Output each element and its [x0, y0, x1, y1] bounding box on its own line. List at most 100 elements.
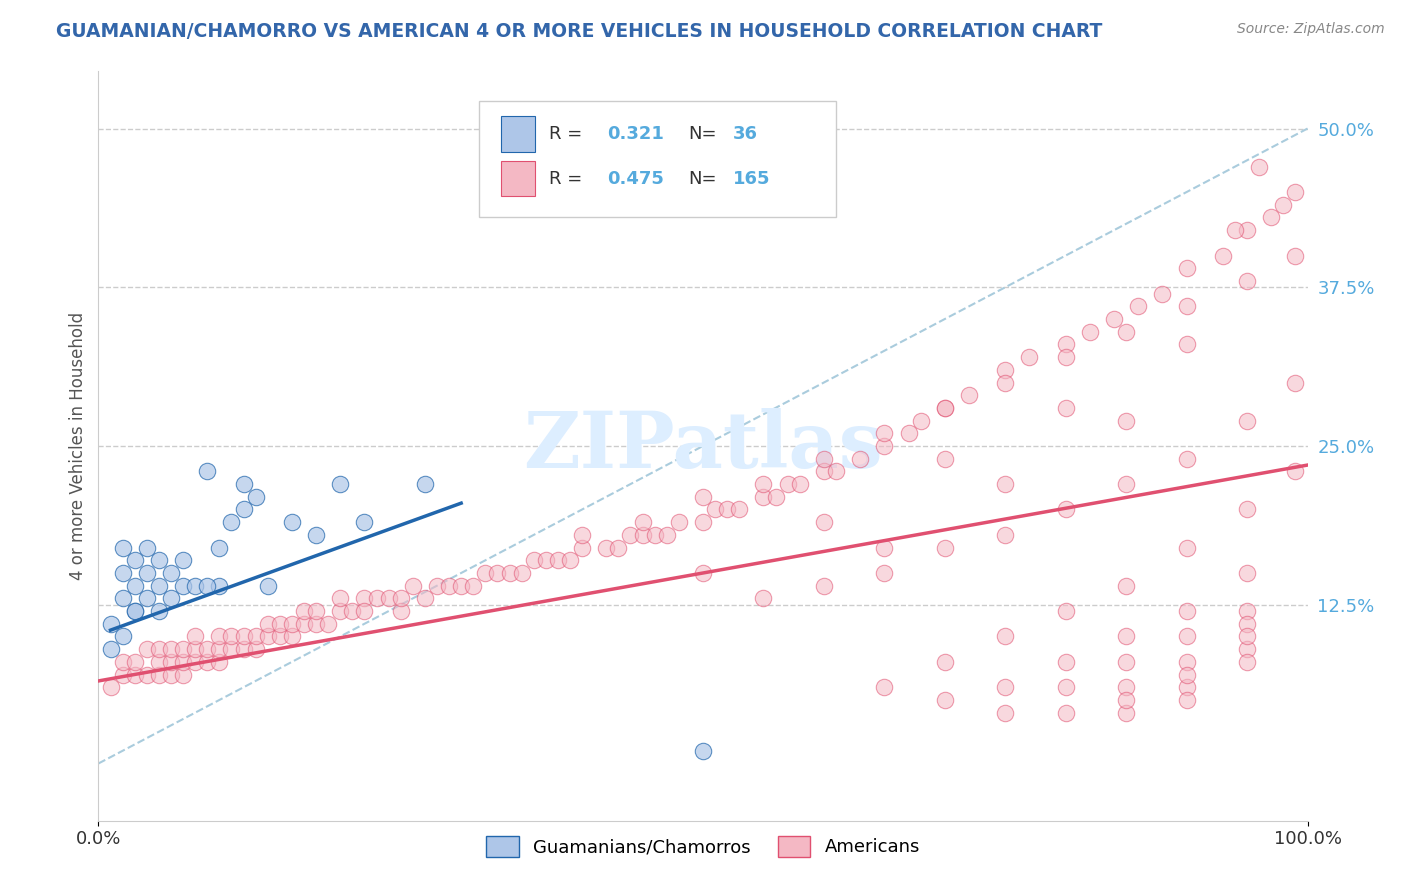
Point	[873, 541, 896, 555]
Point	[547, 553, 569, 567]
Point	[316, 616, 339, 631]
Point	[402, 579, 425, 593]
Point	[1054, 350, 1077, 364]
Y-axis label: 4 or more Vehicles in Household: 4 or more Vehicles in Household	[69, 312, 87, 580]
Text: R =: R =	[550, 125, 582, 143]
Point	[281, 515, 304, 529]
Point	[124, 553, 146, 567]
Point	[111, 655, 134, 669]
Point	[1236, 414, 1258, 428]
Point	[342, 604, 364, 618]
Point	[1102, 312, 1125, 326]
Point	[1223, 223, 1246, 237]
Point	[1152, 286, 1174, 301]
Point	[305, 604, 328, 618]
FancyBboxPatch shape	[479, 102, 837, 218]
Point	[486, 566, 509, 580]
Point	[256, 579, 278, 593]
Text: N=: N=	[689, 125, 717, 143]
Point	[329, 477, 352, 491]
Point	[934, 401, 956, 415]
Point	[897, 426, 920, 441]
Point	[124, 604, 146, 618]
Point	[1054, 337, 1077, 351]
Point	[160, 591, 183, 606]
Point	[135, 566, 157, 580]
Point	[873, 566, 896, 580]
Point	[994, 477, 1017, 491]
Point	[716, 502, 738, 516]
Point	[994, 376, 1017, 390]
Point	[232, 502, 254, 516]
Point	[208, 579, 231, 593]
Point	[100, 642, 122, 657]
Point	[111, 630, 134, 644]
Point	[184, 655, 207, 669]
Point	[148, 579, 170, 593]
Point	[1175, 604, 1198, 618]
Point	[124, 579, 146, 593]
Point	[292, 616, 315, 631]
Point	[994, 681, 1017, 695]
Point	[1054, 401, 1077, 415]
Point	[124, 604, 146, 618]
Point	[534, 553, 557, 567]
Point	[934, 451, 956, 466]
Point	[1115, 681, 1137, 695]
Point	[148, 604, 170, 618]
Point	[148, 553, 170, 567]
Point	[160, 642, 183, 657]
Point	[1175, 299, 1198, 313]
Point	[934, 401, 956, 415]
Text: Source: ZipAtlas.com: Source: ZipAtlas.com	[1237, 22, 1385, 37]
Point	[595, 541, 617, 555]
Point	[135, 591, 157, 606]
Point	[873, 426, 896, 441]
Point	[353, 515, 375, 529]
Point	[631, 528, 654, 542]
Point	[1115, 477, 1137, 491]
Point	[221, 515, 243, 529]
Point	[1212, 248, 1234, 262]
Text: N=: N=	[689, 169, 717, 187]
Text: GUAMANIAN/CHAMORRO VS AMERICAN 4 OR MORE VEHICLES IN HOUSEHOLD CORRELATION CHART: GUAMANIAN/CHAMORRO VS AMERICAN 4 OR MORE…	[56, 22, 1102, 41]
Point	[523, 553, 546, 567]
Point	[1128, 299, 1150, 313]
Point	[1175, 541, 1198, 555]
Point	[1054, 681, 1077, 695]
Point	[1115, 693, 1137, 707]
Point	[1260, 211, 1282, 225]
Point	[934, 655, 956, 669]
Point	[776, 477, 799, 491]
Point	[195, 579, 218, 593]
Point	[994, 528, 1017, 542]
Point	[1272, 197, 1295, 211]
Point	[873, 439, 896, 453]
Point	[232, 630, 254, 644]
Point	[1249, 160, 1271, 174]
Point	[474, 566, 496, 580]
Point	[195, 655, 218, 669]
Point	[1236, 502, 1258, 516]
Point	[510, 566, 533, 580]
Point	[353, 591, 375, 606]
Point	[1236, 616, 1258, 631]
Point	[221, 630, 243, 644]
Point	[413, 477, 436, 491]
Point	[752, 477, 775, 491]
Point	[655, 528, 678, 542]
Point	[668, 515, 690, 529]
Point	[389, 604, 412, 618]
Point	[269, 630, 291, 644]
Point	[631, 515, 654, 529]
Point	[910, 414, 932, 428]
Point	[366, 591, 388, 606]
Point	[111, 591, 134, 606]
Point	[1115, 579, 1137, 593]
Point	[208, 655, 231, 669]
Point	[329, 591, 352, 606]
Point	[208, 541, 231, 555]
Point	[172, 642, 194, 657]
Point	[1078, 325, 1101, 339]
Point	[692, 515, 714, 529]
